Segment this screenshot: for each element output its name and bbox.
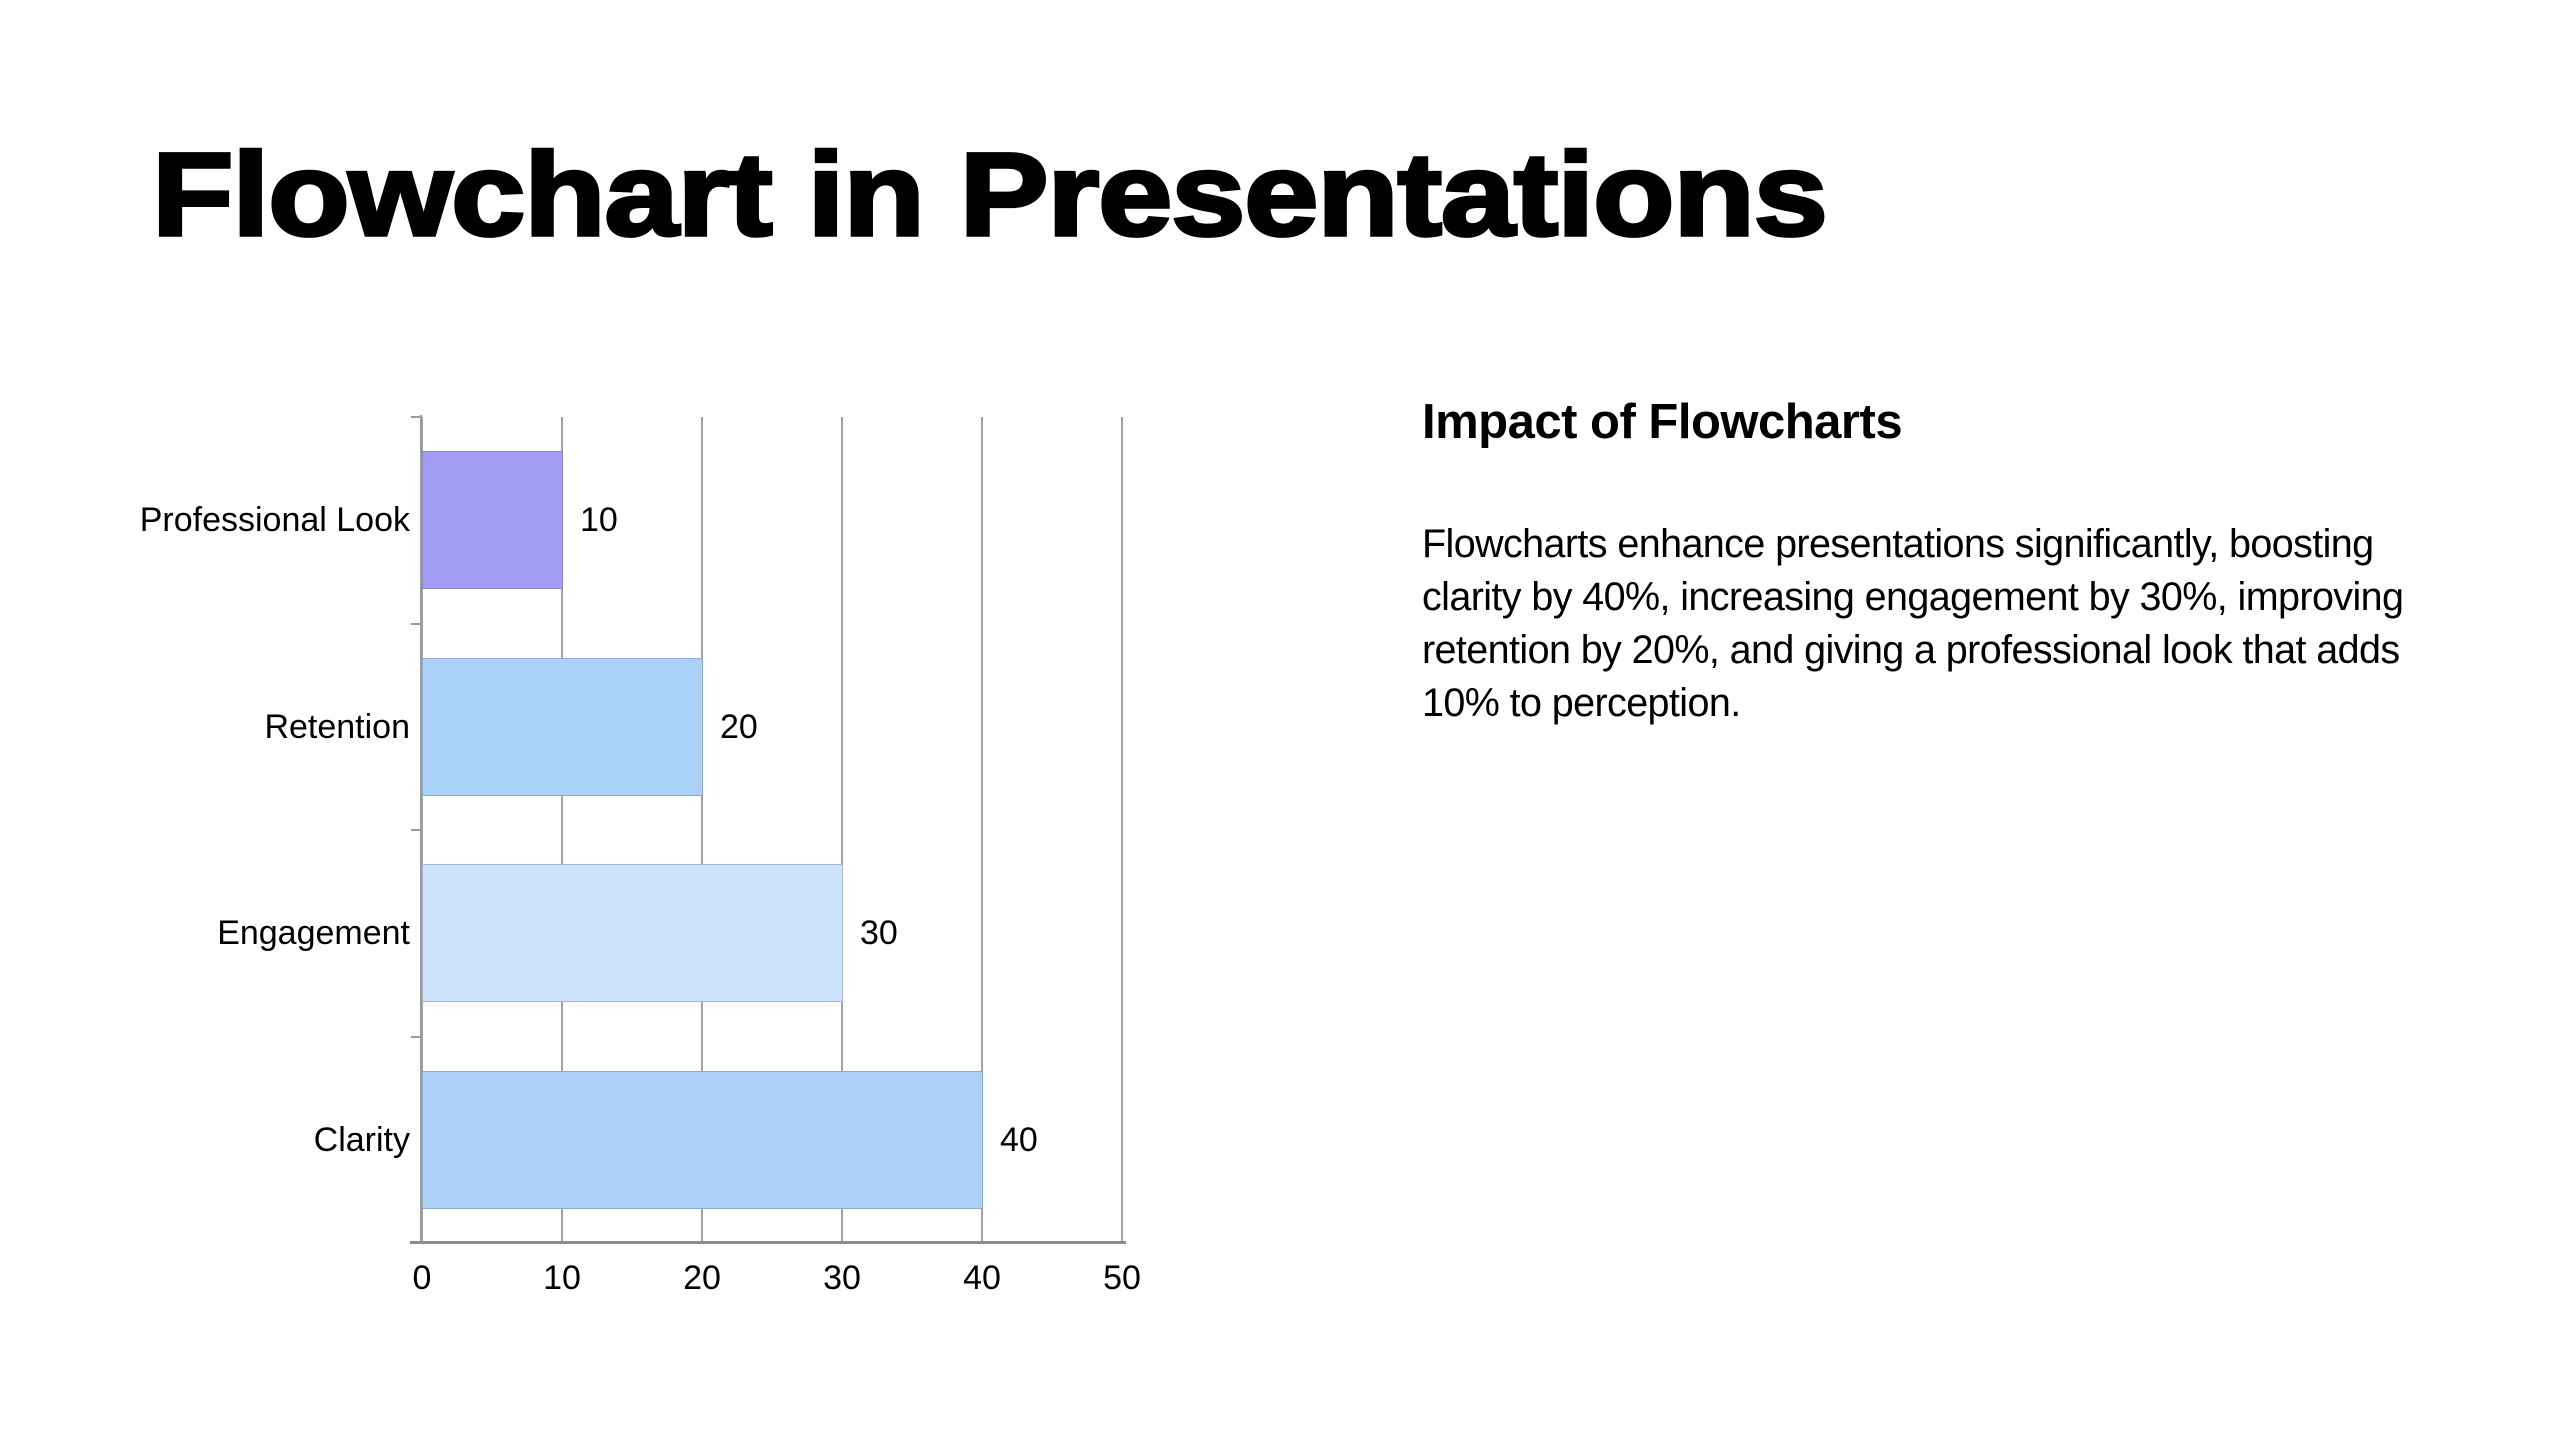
gridline <box>561 417 563 1243</box>
text-panel-heading: Impact of Flowcharts <box>1422 395 1903 449</box>
x-axis-tick-label: 10 <box>543 1259 581 1297</box>
gridline <box>1121 417 1123 1243</box>
y-axis-tick <box>411 829 421 831</box>
category-label-retention: Retention <box>264 707 410 746</box>
category-label-engagement: Engagement <box>217 914 410 953</box>
bar-retention <box>422 657 703 796</box>
text-panel-body: Flowcharts enhance presentations signifi… <box>1422 522 2404 725</box>
x-axis-line <box>410 1241 1126 1244</box>
value-label-engagement: 30 <box>860 914 898 953</box>
x-axis-tick-label: 0 <box>412 1259 432 1297</box>
y-axis-tick <box>411 622 421 625</box>
gridline <box>981 417 983 1243</box>
x-axis-tick-label: 20 <box>683 1259 721 1297</box>
y-axis-line <box>420 415 422 1243</box>
category-label-professional-look: Professional Look <box>139 501 410 540</box>
bar-engagement <box>422 864 843 1003</box>
category-label-clarity: Clarity <box>313 1120 410 1159</box>
bar-clarity <box>422 1070 983 1209</box>
value-label-retention: 20 <box>720 707 758 746</box>
bar-professional-look <box>422 451 563 590</box>
value-label-clarity: 40 <box>1000 1120 1038 1159</box>
y-axis-tick <box>411 1035 421 1038</box>
value-label-professional-look: 10 <box>580 501 618 540</box>
x-axis-tick-label: 30 <box>823 1259 861 1297</box>
gridline <box>421 417 423 1243</box>
y-axis-tick <box>411 416 421 418</box>
slide-title: Flowchart in Presentations <box>150 129 1830 261</box>
x-axis-tick-label: 40 <box>963 1259 1001 1297</box>
x-axis-tick-label: 50 <box>1103 1259 1141 1297</box>
gridline <box>701 417 703 1243</box>
gridline <box>841 417 843 1243</box>
